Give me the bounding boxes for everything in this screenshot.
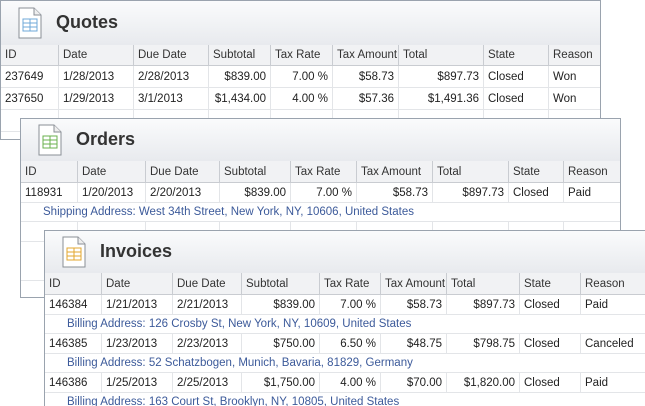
cell: $58.73 xyxy=(381,295,447,315)
cell: 2/21/2013 xyxy=(173,295,242,315)
column-header[interactable]: ID xyxy=(45,273,102,295)
cell: 2/23/2013 xyxy=(173,334,242,354)
column-header[interactable]: State xyxy=(509,161,564,183)
column-header[interactable]: Tax Amount xyxy=(381,273,447,295)
cell: $58.73 xyxy=(357,183,433,203)
column-header[interactable]: Date xyxy=(78,161,146,183)
column-header[interactable]: Reason xyxy=(564,161,620,183)
column-header[interactable]: Total xyxy=(399,45,484,66)
cell: 118931 xyxy=(21,183,78,203)
cell: Closed xyxy=(484,88,549,110)
cell: $897.73 xyxy=(447,295,520,315)
cell: 2/25/2013 xyxy=(173,373,242,393)
cell: 1/29/2013 xyxy=(59,88,134,110)
cell: 7.00 % xyxy=(271,66,333,88)
column-header[interactable]: Due Date xyxy=(134,45,209,66)
cell: Paid xyxy=(564,183,620,203)
column-header[interactable]: State xyxy=(520,273,581,295)
column-header[interactable]: Tax Rate xyxy=(271,45,333,66)
column-header[interactable]: Subtotal xyxy=(242,273,320,295)
panel-header: Invoices xyxy=(45,231,645,274)
column-header[interactable]: Tax Rate xyxy=(291,161,357,183)
panel-title: Quotes xyxy=(56,12,119,32)
panel: Invoices ID Date Due Date Subtotal Tax Rate Ta… xyxy=(44,230,645,406)
column-header[interactable]: Total xyxy=(433,161,509,183)
cell: 6.50 % xyxy=(320,334,381,354)
cell: 7.00 % xyxy=(320,295,381,315)
cell: 1/28/2013 xyxy=(59,66,134,88)
cell: 1/25/2013 xyxy=(102,373,173,393)
cell: $70.00 xyxy=(381,373,447,393)
cell: 237650 xyxy=(1,88,59,110)
column-header[interactable]: Subtotal xyxy=(209,45,271,66)
cell: $798.75 xyxy=(447,334,520,354)
address-row: Billing Address: 163 Court St, Brooklyn,… xyxy=(45,393,645,406)
panel: Quotes ID Date Due Date Subtotal Tax Rate Tax … xyxy=(0,0,601,140)
column-header[interactable]: Due Date xyxy=(146,161,220,183)
cell: $48.75 xyxy=(381,334,447,354)
cell: 146384 xyxy=(45,295,102,315)
cell: $839.00 xyxy=(209,66,271,88)
column-header[interactable]: ID xyxy=(21,161,78,183)
cell: 1/21/2013 xyxy=(102,295,173,315)
cell: Won xyxy=(549,88,600,110)
cell: Closed xyxy=(520,295,581,315)
column-header[interactable]: Date xyxy=(59,45,134,66)
cell: $1,491.36 xyxy=(399,88,484,110)
cell: 1/23/2013 xyxy=(102,334,173,354)
column-header[interactable]: Due Date xyxy=(173,273,242,295)
cell: 3/1/2013 xyxy=(134,88,209,110)
column-header[interactable]: Reason xyxy=(581,273,645,295)
cell: Closed xyxy=(484,66,549,88)
cell: $839.00 xyxy=(220,183,291,203)
cell: 2/20/2013 xyxy=(146,183,220,203)
column-header[interactable]: Date xyxy=(102,273,173,295)
cell: Paid xyxy=(581,295,645,315)
cell: Won xyxy=(549,66,600,88)
cell: 4.00 % xyxy=(320,373,381,393)
cell: Closed xyxy=(509,183,564,203)
address-row: Shipping Address: West 34th Street, New … xyxy=(21,203,620,222)
panel-icon xyxy=(18,7,42,39)
cell: 7.00 % xyxy=(291,183,357,203)
cell: $897.73 xyxy=(433,183,509,203)
cell: $1,434.00 xyxy=(209,88,271,110)
cell: 4.00 % xyxy=(271,88,333,110)
cell: Canceled xyxy=(581,334,645,354)
panel-title: Invoices xyxy=(100,241,173,261)
cell: Closed xyxy=(520,373,581,393)
panel-icon xyxy=(38,124,62,156)
panel-title: Orders xyxy=(76,129,136,149)
cell: $897.73 xyxy=(399,66,484,88)
cell: Paid xyxy=(581,373,645,393)
cell: $1,750.00 xyxy=(242,373,320,393)
address-row: Billing Address: 52 Schatzbogen, Munich,… xyxy=(45,354,645,373)
column-header[interactable]: Tax Amount xyxy=(357,161,433,183)
cell: $839.00 xyxy=(242,295,320,315)
cell: 1/20/2013 xyxy=(78,183,146,203)
panel-header: Orders xyxy=(21,119,620,162)
cell: $1,820.00 xyxy=(447,373,520,393)
column-header[interactable]: Tax Rate xyxy=(320,273,381,295)
column-header[interactable]: Reason xyxy=(549,45,600,66)
column-header[interactable]: ID xyxy=(1,45,59,66)
column-header[interactable]: Tax Amount xyxy=(333,45,399,66)
address-row: Billing Address: 126 Crosby St, New York… xyxy=(45,315,645,334)
cell: $57.36 xyxy=(333,88,399,110)
cell: $750.00 xyxy=(242,334,320,354)
panel-icon xyxy=(62,236,86,268)
cell: Closed xyxy=(520,334,581,354)
cell: $58.73 xyxy=(333,66,399,88)
cell: 146386 xyxy=(45,373,102,393)
column-header[interactable]: Total xyxy=(447,273,520,295)
cell: 2/28/2013 xyxy=(134,66,209,88)
column-header[interactable]: Subtotal xyxy=(220,161,291,183)
cell: 237649 xyxy=(1,66,59,88)
column-header[interactable]: State xyxy=(484,45,549,66)
cell: 146385 xyxy=(45,334,102,354)
panel-header: Quotes xyxy=(1,1,600,46)
